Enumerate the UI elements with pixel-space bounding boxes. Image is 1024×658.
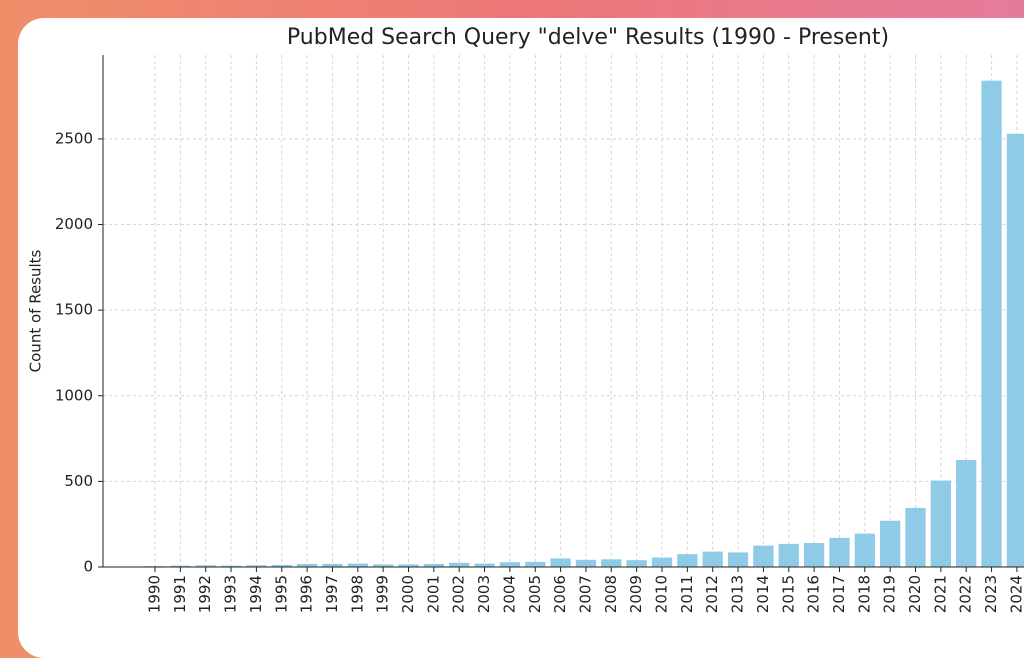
bar <box>803 543 825 567</box>
x-tick-label: 2008 <box>602 575 620 613</box>
x-tick-label: 1991 <box>171 575 189 613</box>
x-tick-label: 2006 <box>551 575 569 613</box>
y-tick-label: 1500 <box>55 301 93 319</box>
x-tick-label: 2019 <box>881 575 899 613</box>
x-tick-label: 2017 <box>830 575 848 613</box>
x-tick-label: 1995 <box>272 575 290 613</box>
y-tick-label: 500 <box>64 472 93 490</box>
chart-title: PubMed Search Query "delve" Results (199… <box>287 25 889 50</box>
x-tick-label: 2023 <box>982 575 1000 613</box>
bar <box>753 545 774 567</box>
x-tick-label: 1994 <box>247 575 265 613</box>
x-tick-label: 1997 <box>323 575 341 613</box>
chart: PubMed Search Query "delve" Results (199… <box>27 25 1024 613</box>
x-tick-label: 2020 <box>906 575 924 613</box>
bar <box>474 563 495 567</box>
x-tick-label: 2022 <box>957 575 975 613</box>
bar <box>1006 133 1024 567</box>
bar <box>398 564 419 567</box>
x-tick-label: 2014 <box>754 575 772 613</box>
bar <box>195 565 216 567</box>
bar <box>246 565 267 567</box>
x-tick-label: 2010 <box>653 575 671 613</box>
bar <box>525 561 546 567</box>
x-tick-label: 2004 <box>500 575 518 613</box>
bar <box>170 565 191 567</box>
x-tick-label: 2015 <box>779 575 797 613</box>
bar <box>373 564 394 567</box>
bar <box>601 559 622 567</box>
bar <box>347 563 368 567</box>
x-tick-label: 2024 <box>1007 575 1024 613</box>
bar <box>220 565 242 567</box>
bar <box>423 563 444 567</box>
bar <box>778 543 799 567</box>
bar <box>550 558 571 567</box>
x-tick-label: 2007 <box>576 575 594 613</box>
bar <box>575 559 597 567</box>
bar <box>271 564 292 567</box>
x-tick-label: 1990 <box>146 575 164 613</box>
x-tick-label: 2012 <box>703 575 721 613</box>
bar <box>727 552 749 567</box>
page: PubMed Search Query "delve" Results (199… <box>0 0 1024 621</box>
x-tick-label: 2016 <box>805 575 823 613</box>
bar <box>905 507 926 567</box>
x-tick-label: 2005 <box>526 575 544 613</box>
y-tick-label: 1000 <box>55 386 93 404</box>
x-tick-label: 2021 <box>931 575 949 613</box>
x-tick-label: 1999 <box>374 575 392 613</box>
y-tick-label: 2500 <box>55 129 93 147</box>
bar <box>981 80 1002 568</box>
bar <box>322 563 343 567</box>
x-tick-label: 2013 <box>729 575 747 613</box>
bar <box>880 520 901 567</box>
x-tick-label: 1996 <box>298 575 316 613</box>
bar <box>499 562 521 567</box>
y-tick-label: 0 <box>83 558 93 576</box>
y-tick-label: 2000 <box>55 215 93 233</box>
x-tick-label: 2018 <box>855 575 873 613</box>
bar <box>651 557 673 567</box>
x-tick-label: 2002 <box>450 575 468 613</box>
bar <box>854 533 875 567</box>
x-tick-label: 2009 <box>627 575 645 613</box>
bar <box>296 563 318 567</box>
x-tick-label: 2011 <box>678 575 696 613</box>
bar <box>626 560 647 567</box>
x-tick-label: 2001 <box>424 575 442 613</box>
bar <box>449 562 470 567</box>
x-tick-label: 1998 <box>348 575 366 613</box>
x-tick-label: 1992 <box>196 575 214 613</box>
x-tick-label: 2003 <box>475 575 493 613</box>
bar <box>702 551 723 567</box>
x-tick-label: 2000 <box>399 575 417 613</box>
y-axis-label: Count of Results <box>27 249 45 372</box>
bar <box>677 554 698 567</box>
bar <box>930 480 951 567</box>
bar <box>956 459 977 567</box>
x-tick-label: 1993 <box>222 575 240 613</box>
bar <box>829 537 850 567</box>
